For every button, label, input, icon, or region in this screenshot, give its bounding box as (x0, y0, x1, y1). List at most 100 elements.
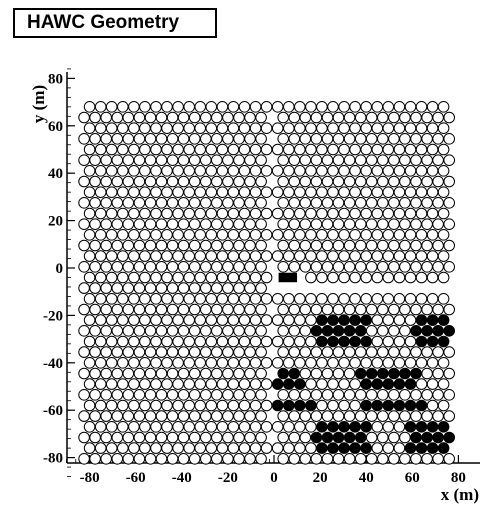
tank-marker-open (349, 250, 361, 262)
tank-marker-open (111, 111, 124, 124)
tank-marker-open (227, 186, 240, 198)
tank-marker-open (166, 111, 179, 124)
tank-marker-open (316, 122, 328, 134)
tank-marker-filled (437, 442, 450, 454)
tank-marker-open (183, 143, 195, 156)
tank-marker-open (443, 197, 456, 209)
tank-marker-open (288, 111, 301, 124)
tank-marker-open (437, 143, 450, 156)
tank-marker-open (105, 207, 118, 220)
tank-marker-open (233, 389, 245, 401)
tank-marker-open (404, 101, 417, 113)
tank-marker-open (288, 389, 301, 401)
tank-marker-open (211, 239, 223, 252)
tank-marker-open (183, 101, 195, 113)
tank-marker-open (238, 143, 251, 156)
x-tick-label: -40 (172, 470, 192, 486)
tank-marker-filled (388, 367, 400, 380)
tank-marker-open (249, 250, 262, 262)
tank-marker-open (238, 357, 251, 369)
tank-marker-open (144, 282, 157, 294)
tank-marker-open (166, 175, 179, 188)
tank-marker-open (377, 431, 389, 444)
tank-marker-open (399, 133, 411, 145)
tank-marker-open (426, 357, 439, 369)
tank-marker-open (139, 143, 151, 156)
tank-marker-open (305, 421, 317, 433)
tank-marker-open (365, 303, 378, 316)
tank-marker-open (216, 314, 229, 326)
tank-marker-open (89, 175, 101, 188)
tank-marker-filled (283, 378, 295, 390)
tank-marker-open (161, 378, 173, 390)
tank-marker-filled (294, 378, 306, 390)
tank-marker-open (255, 175, 267, 188)
tank-marker-open (421, 389, 433, 401)
tank-marker-open (105, 101, 118, 113)
y-tick-label: -20 (43, 308, 63, 324)
tank-marker-open (399, 303, 411, 316)
tank-marker-open (404, 293, 417, 305)
tank-marker-open (133, 197, 146, 209)
tank-marker-open (155, 389, 168, 401)
tank-marker-open (410, 218, 422, 230)
tank-marker-open (271, 165, 284, 177)
tank-marker-open (260, 143, 273, 156)
tank-marker-open (172, 165, 184, 177)
tank-marker-filled (382, 399, 395, 412)
tank-marker-open (283, 357, 295, 369)
tank-marker-open (393, 314, 406, 326)
tank-marker-open (89, 133, 101, 145)
tank-marker-open (150, 101, 162, 113)
tank-marker-open (177, 346, 190, 358)
tank-marker-open (415, 357, 428, 369)
tank-marker-open (388, 325, 400, 337)
tank-marker-filled (321, 325, 334, 337)
tank-marker-open (332, 389, 345, 401)
tank-marker-open (332, 111, 345, 124)
tank-marker-filled (294, 399, 306, 412)
tank-marker-open (194, 357, 206, 369)
tank-marker-open (305, 101, 317, 113)
tank-marker-open (128, 335, 140, 348)
tank-marker-open (227, 378, 240, 390)
tank-marker-open (205, 207, 218, 220)
tank-marker-open (244, 410, 256, 422)
tank-marker-open (172, 293, 184, 305)
tank-marker-open (354, 389, 367, 401)
tank-marker-open (183, 293, 195, 305)
tank-marker-open (415, 271, 428, 284)
tank-marker-open (89, 197, 101, 209)
tank-marker-open (150, 207, 162, 220)
tank-marker-open (216, 101, 229, 113)
x-tick-label: 20 (313, 470, 328, 486)
tank-marker-open (371, 357, 384, 369)
tank-marker-open (183, 357, 195, 369)
tank-marker-open (122, 410, 135, 422)
tank-marker-open (105, 165, 118, 177)
tank-marker-open (122, 367, 135, 380)
tank-marker-open (83, 399, 96, 412)
tank-marker-open (133, 111, 146, 124)
tank-marker-open (360, 357, 373, 369)
tank-marker-open (139, 442, 151, 454)
tank-marker-open (78, 431, 90, 444)
tank-marker-open (155, 197, 168, 209)
tank-marker-open (188, 389, 201, 401)
tank-marker-open (205, 378, 218, 390)
tank-marker-open (255, 197, 267, 209)
tank-marker-open (238, 335, 251, 348)
tank-marker-open (216, 442, 229, 454)
tank-marker-open (200, 197, 212, 209)
tank-marker-open (100, 325, 112, 337)
tank-marker-open (188, 154, 201, 166)
tank-marker-open (393, 143, 406, 156)
tank-marker-open (177, 133, 190, 145)
tank-marker-open (354, 410, 367, 422)
tank-marker-open (161, 186, 173, 198)
tank-marker-open (222, 453, 234, 465)
tank-marker-open (365, 111, 378, 124)
tank-marker-open (288, 453, 301, 465)
tank-marker-open (360, 165, 373, 177)
tank-marker-open (288, 175, 301, 188)
